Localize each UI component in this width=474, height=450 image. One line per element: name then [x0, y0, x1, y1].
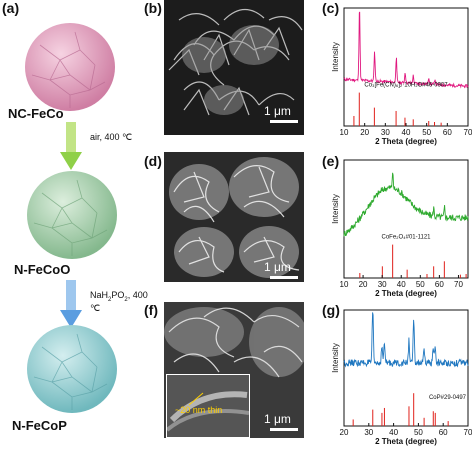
- scale-label-b: 1 μm: [264, 104, 291, 118]
- x-tick-label-e-0: 10: [340, 280, 349, 289]
- xrd-trace-e: [343, 172, 469, 237]
- xrd-chart-g: 20 30 40 50 60 70 CoP#29-0497 2 Theta (degree) I…: [331, 309, 472, 446]
- xrd-chart-c: 10 20 30 40 50 60 70 Co₃[Fe(CN)₆]₂·10H₂O#46-090…: [331, 7, 472, 146]
- material-nc-feco: NC-FeCo: [8, 106, 64, 121]
- x-tick-label-e-1: 20: [359, 280, 368, 289]
- y-axis-label-c: Intensity: [331, 42, 340, 72]
- x-tick-label-c-3: 40: [402, 128, 411, 137]
- scale-bar-b: [270, 120, 298, 123]
- xrd-trace-g: [343, 312, 469, 368]
- sem-image-d: 1 μm: [164, 152, 304, 282]
- sphere-n-fecop: [27, 325, 117, 413]
- panel-label-e: (e): [322, 153, 340, 169]
- reference-label-c: Co₃[Fe(CN)₆]₂·10H₂O#46-0907: [364, 83, 448, 89]
- reference-label-e: CoFe₂O₄#01-1121: [381, 235, 431, 241]
- plot-frame: [343, 7, 469, 127]
- x-tick-label-c-2: 30: [381, 128, 390, 137]
- x-tick-label-g-5: 70: [464, 428, 472, 437]
- inset-thickness-label: ~20 nm thin: [175, 405, 223, 415]
- x-tick-label-g-3: 50: [414, 428, 423, 437]
- x-tick-label-e-5: 60: [435, 280, 444, 289]
- x-tick-label-c-6: 70: [464, 128, 472, 137]
- sem-image-b: 1 μm: [164, 0, 304, 135]
- material-n-fecoo: N-FeCoO: [14, 262, 71, 277]
- x-tick-label-e-6: 70: [454, 280, 463, 289]
- x-tick-label-c-4: 50: [422, 128, 431, 137]
- x-tick-label-c-0: 10: [340, 128, 349, 137]
- scale-bar-d: [270, 276, 298, 279]
- x-tick-label-e-4: 50: [416, 280, 425, 289]
- panel-label-g: (g): [322, 302, 340, 318]
- scale-label-f: 1 μm: [264, 412, 291, 426]
- condition-step2: NaH2PO2, 400 ℃: [90, 290, 148, 313]
- x-tick-label-c-1: 20: [360, 128, 369, 137]
- x-tick-label-g-0: 20: [340, 428, 349, 437]
- x-tick-label-g-2: 40: [389, 428, 398, 437]
- material-n-fecop: N-FeCoP: [12, 418, 67, 433]
- xrd-chart-e: 10 20 30 40 50 60 70 CoFe₂O₄#01-1121 2 Theta (de…: [331, 159, 469, 298]
- x-tick-label-e-2: 30: [378, 280, 387, 289]
- sem-image-f: ~20 nm thin 1 μm: [164, 302, 304, 438]
- x-tick-label-c-5: 60: [443, 128, 452, 137]
- scale-label-d: 1 μm: [264, 260, 291, 274]
- panel-label-d: (d): [144, 153, 162, 169]
- sphere-nc-feco: [25, 23, 115, 111]
- sem-inset: ~20 nm thin: [166, 374, 250, 438]
- x-axis-label-g: 2 Theta (degree): [375, 437, 437, 446]
- panel-label-f: (f): [144, 302, 158, 318]
- arrow-step1: [60, 122, 82, 170]
- arrow-step2: [60, 280, 82, 328]
- panel-label-c: (c): [322, 0, 340, 16]
- panel-label-a: (a): [2, 0, 20, 16]
- plot-frame: [343, 159, 469, 279]
- x-axis-label-e: 2 Theta (degree): [375, 289, 437, 298]
- x-axis-label-c: 2 Theta (degree): [375, 137, 437, 146]
- reference-label-g: CoP#29-0497: [429, 395, 467, 401]
- x-tick-label-e-3: 40: [397, 280, 406, 289]
- x-tick-label-g-1: 30: [364, 428, 373, 437]
- panel-label-b: (b): [144, 0, 162, 16]
- condition-step1: air, 400 ℃: [90, 132, 133, 142]
- x-tick-label-g-4: 60: [439, 428, 448, 437]
- sphere-n-fecoo: [27, 171, 117, 259]
- plot-frame: [343, 309, 469, 427]
- scale-bar-f: [270, 428, 298, 431]
- y-axis-label-g: Intensity: [331, 343, 340, 373]
- y-axis-label-e: Intensity: [331, 194, 340, 224]
- xrd-trace-c: [343, 11, 469, 89]
